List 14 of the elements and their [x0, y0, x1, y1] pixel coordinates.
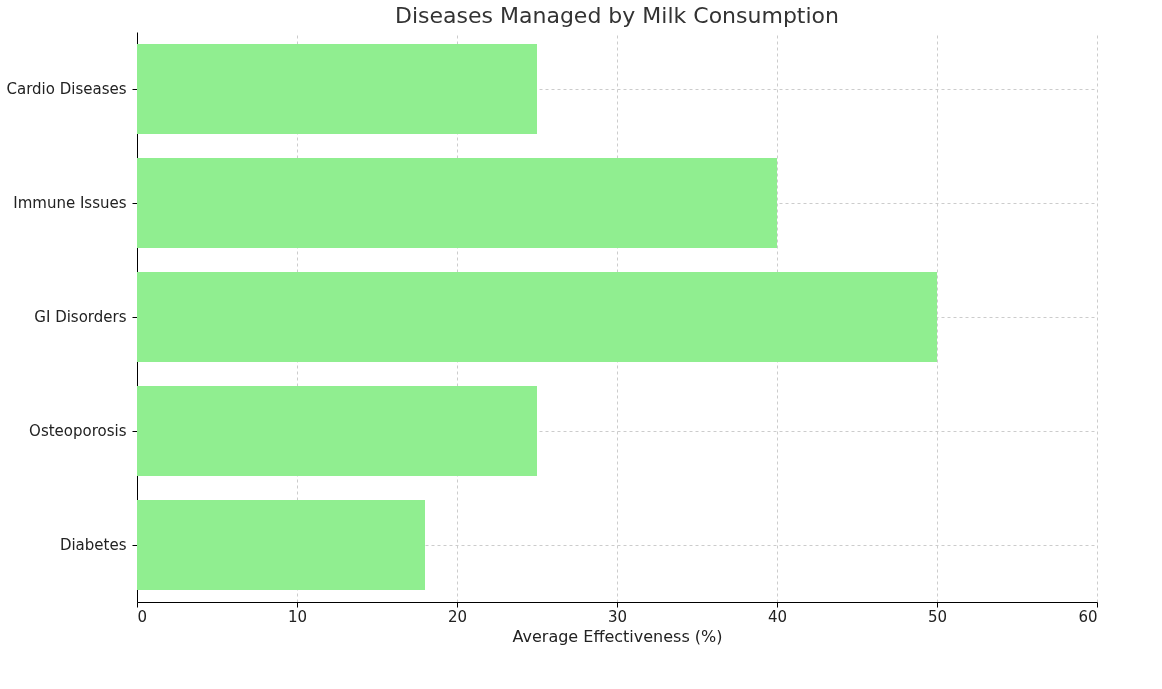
x-tick-label: 40: [767, 607, 788, 626]
y-tick-label: Cardio Diseases: [6, 80, 127, 98]
y-tick-label: Immune Issues: [13, 194, 127, 212]
x-tick-label: 20: [447, 607, 468, 626]
y-tick-label: Diabetes: [59, 536, 127, 554]
x-axis-title: Average Effectiveness (%): [512, 626, 723, 646]
x-tick-label: 50: [927, 607, 948, 626]
x-tick-label: 10: [287, 607, 308, 626]
y-tick-label: GI Disorders: [34, 308, 127, 326]
x-tick-label: 60: [1078, 607, 1098, 626]
y-tick-label: Osteoporosis: [29, 422, 127, 440]
x-tick-label: 0: [137, 607, 148, 626]
chart-title: Diseases Managed by Milk Consumption: [395, 3, 839, 28]
x-tick-label: 30: [607, 607, 628, 626]
